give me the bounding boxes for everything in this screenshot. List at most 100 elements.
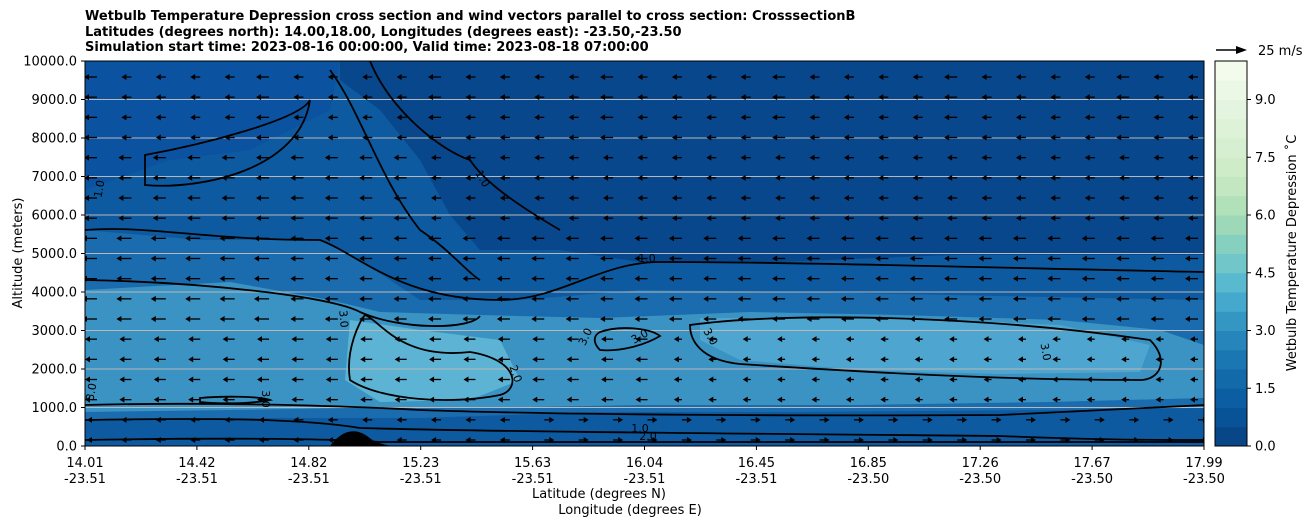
contour-line-11 (85, 437, 1204, 443)
wind-vector-head (671, 195, 677, 201)
wind-vector-head (497, 396, 503, 403)
wind-vector-head (185, 275, 191, 282)
wind-vector-head (637, 215, 643, 222)
wind-vector-head (1084, 134, 1090, 141)
wind-vector-head (978, 235, 984, 242)
wind-vector-head (777, 396, 783, 403)
wind-vector-head (465, 174, 471, 181)
wind-vector-head (362, 94, 368, 101)
wind-vector-head (634, 316, 640, 322)
wind-vector-head (600, 235, 606, 242)
wind-vector-head (219, 275, 225, 282)
colorbar-segment (1215, 330, 1247, 351)
wind-vector-head (359, 195, 365, 201)
wind-vector-head (742, 336, 748, 343)
contour-fill-upper-left (85, 61, 340, 190)
wind-vector-head (740, 74, 746, 80)
contour-label: 3.0 (1038, 342, 1054, 361)
title-line-2: Latitudes (degrees north): 14.00,18.00, … (85, 24, 682, 40)
wind-vector-head (568, 174, 574, 181)
x-tick-label-lat: 14.42 (178, 456, 215, 471)
wind-vector-head (254, 235, 260, 242)
wind-vector-head (359, 275, 365, 282)
wind-vector-head (188, 396, 194, 403)
wind-vector-head (981, 195, 987, 201)
wind-vector-head (1017, 396, 1023, 403)
wind-vector-head (843, 195, 849, 201)
wind-vector-head (912, 154, 918, 161)
colorbar-segment (1215, 426, 1247, 447)
wind-vector-head (777, 336, 783, 343)
wind-vector-head (775, 154, 781, 161)
wind-vector-head (532, 336, 538, 343)
wind-vector-head (912, 174, 918, 181)
wind-vector-head (499, 416, 505, 423)
wind-vector-head (706, 74, 712, 80)
wind-vector-head (843, 114, 849, 121)
wind-vector-head (1185, 316, 1190, 322)
wind-vector-head (431, 195, 437, 201)
wind-vector-head (429, 336, 435, 343)
wind-vector-head (1188, 114, 1193, 121)
wind-vector-head (909, 295, 915, 302)
wind-vector-head (1188, 174, 1193, 181)
wind-vector-head (531, 235, 537, 242)
wind-vector-head (1047, 235, 1053, 242)
wind-vector-head (362, 437, 368, 443)
wind-vector-head (703, 295, 709, 302)
wind-vector-head (944, 316, 950, 322)
wind-vector-head (686, 437, 692, 443)
wind-vector-head (393, 215, 399, 222)
wind-vector-head (635, 396, 641, 403)
wind-vector-head (1190, 376, 1195, 383)
wind-vector-head (740, 215, 746, 222)
wind-vector-head (362, 114, 368, 121)
wind-vector-head (671, 94, 677, 101)
colorbar: 0.0 1.5 3.0 4.5 6.0 7.5 9.0 (1214, 60, 1276, 455)
wind-vector-head (1155, 336, 1161, 343)
colorbar-tick-label: 3.0 (1255, 324, 1276, 339)
wind-vector-head (565, 316, 571, 322)
wind-vector-head (1015, 174, 1021, 181)
contour-line-8 (593, 327, 662, 352)
wind-vector-head (359, 316, 365, 322)
colorbar-segment (1215, 61, 1247, 81)
x-tick-label-lat: 17.67 (1073, 456, 1110, 471)
wind-vector-head (222, 336, 228, 343)
wind-vector-head (1012, 235, 1018, 242)
wind-vector-head (686, 416, 692, 423)
colorbar-tick-label: 4.5 (1255, 266, 1276, 281)
wind-vector-head (152, 215, 158, 222)
wind-vector-head (85, 195, 89, 201)
wind-vector-head (981, 154, 987, 161)
wind-vector-head (394, 396, 400, 403)
wind-vector-head (1017, 336, 1023, 343)
wind-vector-head (1188, 74, 1193, 80)
wind-vector-head (652, 416, 658, 423)
wind-vector-head (121, 114, 127, 121)
wind-vector-head (721, 437, 727, 443)
x-axis-label-longitude: Longitude (degrees E) (558, 503, 702, 518)
wind-vector-head (396, 114, 402, 121)
wind-vector-head (465, 215, 471, 222)
wind-vector-head (496, 295, 502, 302)
wind-vector-head (85, 215, 89, 222)
x-tick-label-lon: -23.50 (847, 472, 889, 487)
wind-vector-head (1084, 74, 1090, 80)
wind-vector-head (1047, 295, 1053, 302)
wind-vector-head (396, 94, 402, 101)
wind-vector-head (809, 134, 815, 141)
wind-vector-head (772, 235, 778, 242)
wind-vector-head (811, 336, 817, 343)
wind-vector-head (772, 295, 778, 302)
wind-vector-head (1150, 275, 1156, 282)
wind-vector-head (256, 74, 262, 80)
wind-vector-head (737, 316, 743, 322)
wind-vector-head (221, 215, 227, 222)
wind-vector-head (465, 74, 471, 80)
wind-vector-head (1015, 134, 1021, 141)
wind-vector-head (1065, 416, 1071, 423)
wind-vector-head (755, 416, 761, 423)
wind-vector-head (1030, 437, 1036, 443)
wind-vector-head (1190, 396, 1195, 403)
